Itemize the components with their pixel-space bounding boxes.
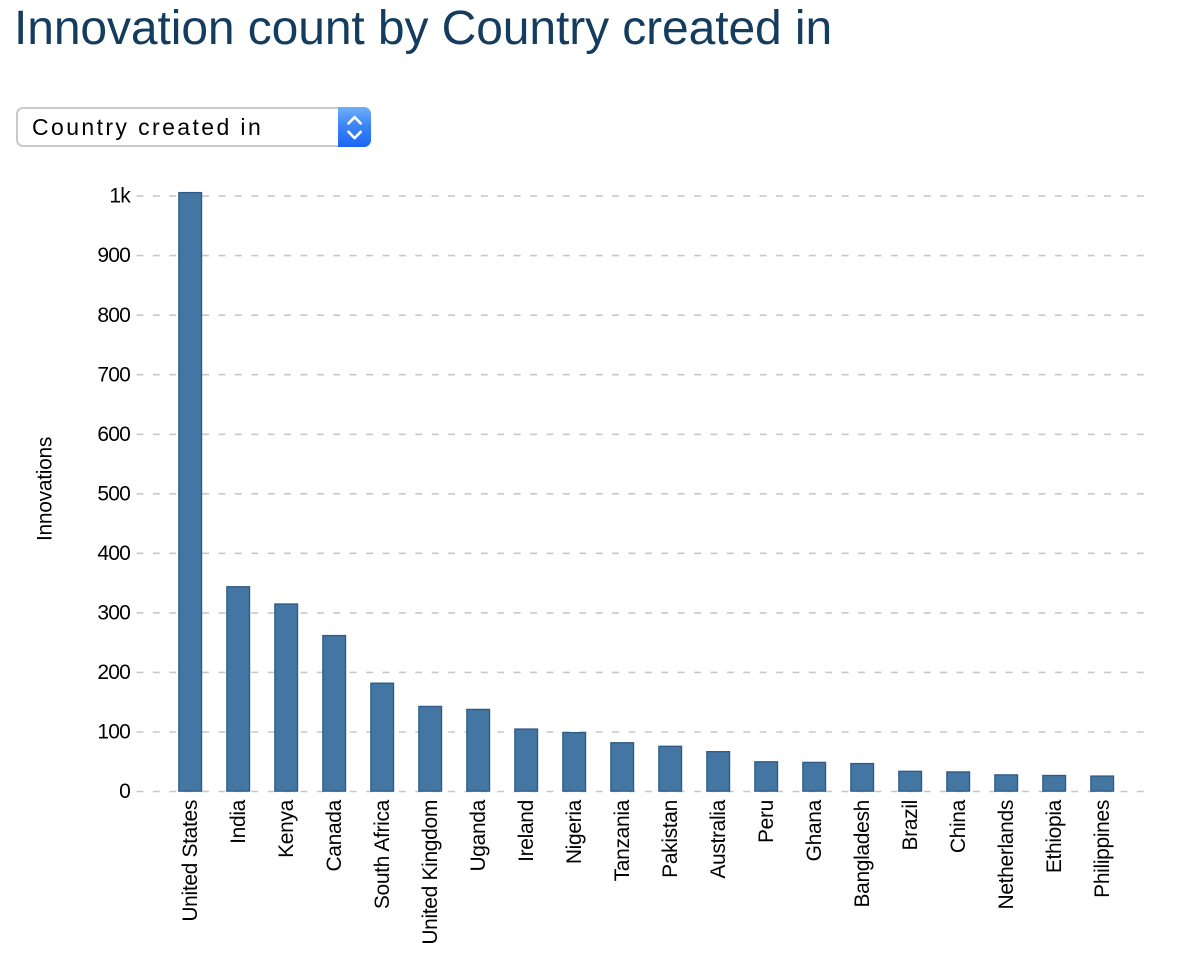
svg-text:Canada: Canada (323, 799, 346, 871)
svg-text:Nigeria: Nigeria (563, 799, 586, 864)
svg-text:Philippines: Philippines (1091, 800, 1114, 898)
svg-text:Bangladesh: Bangladesh (851, 800, 874, 908)
svg-text:United States: United States (179, 800, 202, 922)
svg-text:Uganda: Uganda (467, 799, 490, 871)
svg-text:600: 600 (97, 423, 130, 446)
svg-text:800: 800 (97, 304, 130, 327)
svg-text:0: 0 (119, 780, 130, 803)
svg-text:900: 900 (97, 244, 130, 267)
svg-text:Pakistan: Pakistan (659, 800, 682, 878)
svg-text:300: 300 (97, 602, 130, 625)
svg-text:700: 700 (97, 363, 130, 386)
svg-text:Peru: Peru (755, 800, 778, 843)
svg-text:Ireland: Ireland (515, 800, 538, 862)
svg-text:Tanzania: Tanzania (611, 799, 634, 881)
svg-text:400: 400 (97, 542, 130, 565)
svg-text:China: China (947, 799, 970, 853)
svg-text:500: 500 (97, 482, 130, 505)
svg-text:Kenya: Kenya (275, 799, 298, 858)
svg-text:Netherlands: Netherlands (995, 800, 1018, 910)
svg-text:India: India (227, 799, 250, 843)
svg-text:1k: 1k (109, 185, 131, 208)
svg-text:South Africa: South Africa (371, 799, 394, 909)
svg-text:Innovations: Innovations (34, 437, 57, 541)
svg-text:Ghana: Ghana (803, 799, 826, 861)
svg-text:100: 100 (97, 721, 130, 744)
svg-text:Ethiopia: Ethiopia (1043, 799, 1066, 873)
svg-text:Brazil: Brazil (899, 800, 922, 850)
svg-text:Australia: Australia (707, 799, 730, 878)
svg-text:United Kingdom: United Kingdom (419, 800, 442, 945)
svg-text:200: 200 (97, 661, 130, 684)
